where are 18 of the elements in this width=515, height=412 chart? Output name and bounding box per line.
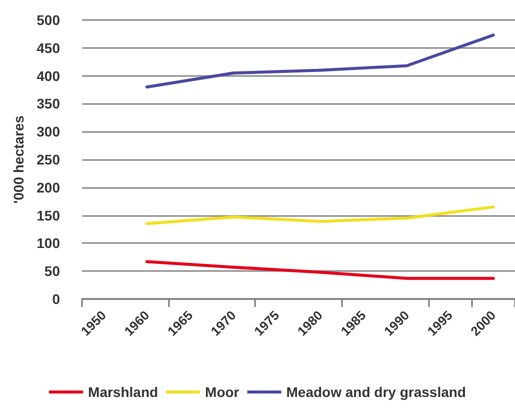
y-tick-label: 200: [36, 179, 60, 196]
legend-label: Marshland: [88, 384, 158, 400]
y-tick-label: 500: [36, 12, 60, 28]
legend-label: Moor: [205, 384, 240, 400]
line-series: [145, 260, 495, 280]
y-tick-label: 300: [36, 124, 60, 140]
y-tick-label: 150: [36, 207, 60, 224]
legend-label: Meadow and dry grassland: [286, 384, 466, 400]
y-tick-label: 50: [44, 263, 60, 280]
line-series: [145, 205, 495, 226]
y-axis-title: '000 hectares: [10, 115, 27, 204]
y-tick-label: 250: [36, 152, 60, 168]
line-series: [145, 34, 495, 88]
y-tick-label: 400: [36, 68, 60, 84]
y-tick-label: 100: [36, 235, 60, 252]
y-tick-label: 0: [52, 291, 60, 307]
y-tick-label: 350: [36, 96, 60, 112]
y-tick-label: 450: [36, 40, 60, 56]
